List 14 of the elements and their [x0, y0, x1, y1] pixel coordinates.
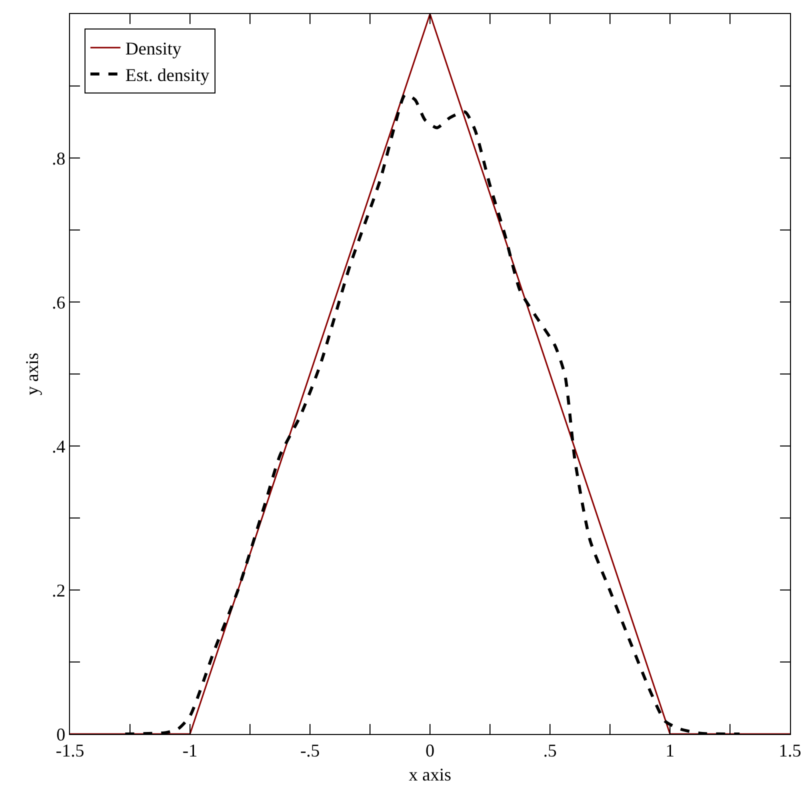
y-tick-label: .4 — [52, 436, 66, 456]
y-axis-title: y axis — [22, 352, 42, 396]
x-tick-label: -.5 — [300, 740, 320, 761]
y-tick-label: .8 — [52, 148, 66, 168]
x-axis-title: x axis — [408, 764, 452, 785]
x-tick-label: .5 — [543, 740, 557, 761]
x-tick-label: 1 — [666, 740, 674, 761]
legend-label: Est. density — [125, 65, 210, 86]
legend-label: Density — [125, 38, 182, 59]
y-tick-label: .2 — [52, 580, 66, 600]
x-tick-label: 1.5 — [778, 740, 802, 761]
y-tick-label: .6 — [52, 292, 66, 312]
x-tick-label: 0 — [426, 740, 434, 761]
x-tick-label: -1 — [182, 740, 198, 761]
